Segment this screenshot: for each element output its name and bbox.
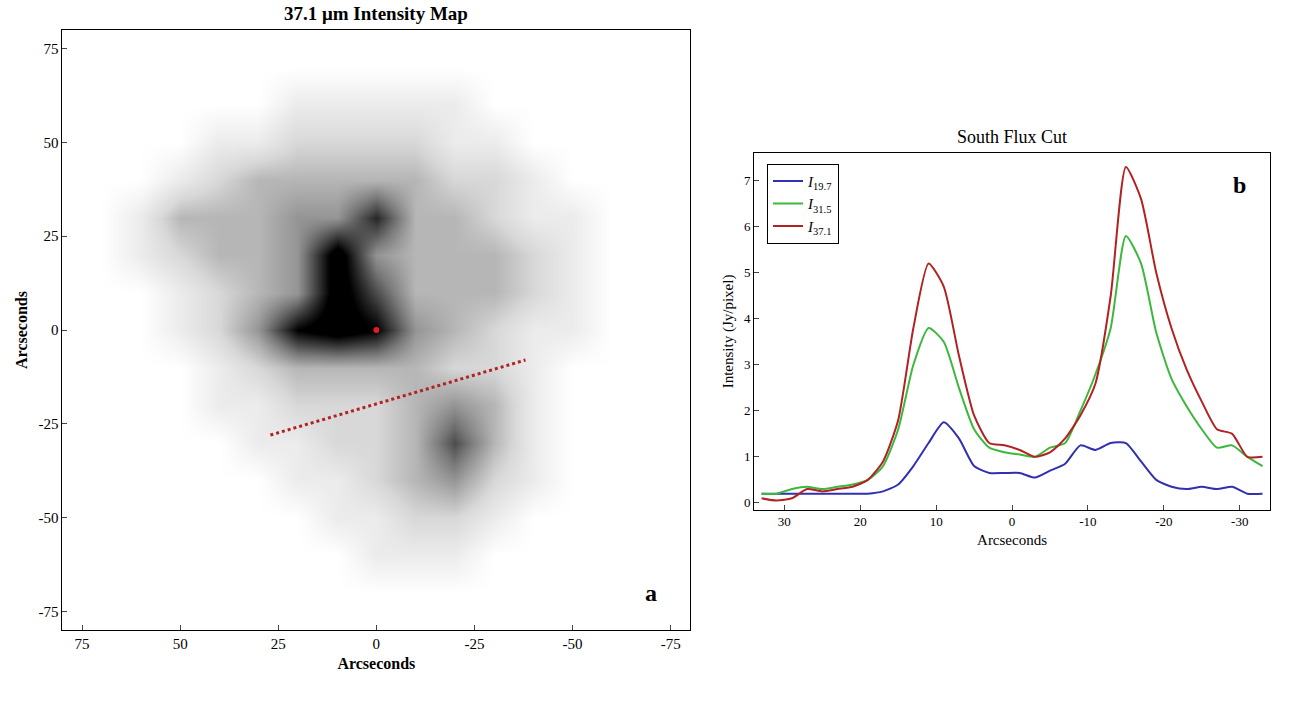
svg-text:Intensity (Jy/pixel): Intensity (Jy/pixel) xyxy=(720,275,737,389)
svg-text:-75: -75 xyxy=(38,604,58,620)
svg-text:1: 1 xyxy=(744,449,751,464)
svg-text:b: b xyxy=(1233,172,1246,198)
svg-text:Arcseconds: Arcseconds xyxy=(977,532,1047,548)
svg-text:-20: -20 xyxy=(1155,514,1172,529)
svg-text:-50: -50 xyxy=(563,636,583,652)
svg-text:-75: -75 xyxy=(661,636,681,652)
svg-text:4: 4 xyxy=(744,311,751,326)
svg-text:South Flux Cut: South Flux Cut xyxy=(957,127,1067,147)
svg-text:-30: -30 xyxy=(1231,514,1248,529)
svg-text:20: 20 xyxy=(854,514,867,529)
svg-text:6: 6 xyxy=(744,219,751,234)
svg-text:30: 30 xyxy=(778,514,791,529)
svg-text:I​31.5​: I​31.5​ xyxy=(807,196,831,214)
svg-text:-25: -25 xyxy=(38,416,58,432)
svg-text:0: 0 xyxy=(51,322,59,338)
svg-text:2: 2 xyxy=(744,403,751,418)
svg-text:37.1 μm Intensity Map: 37.1 μm Intensity Map xyxy=(284,3,468,24)
svg-text:I​19.7​: I​19.7​ xyxy=(807,174,831,192)
svg-text:-10: -10 xyxy=(1079,514,1096,529)
svg-text:5: 5 xyxy=(744,265,751,280)
svg-text:a: a xyxy=(645,580,657,606)
svg-text:-25: -25 xyxy=(464,636,484,652)
svg-text:Arcseconds: Arcseconds xyxy=(13,291,30,369)
svg-text:0: 0 xyxy=(373,636,381,652)
svg-text:0: 0 xyxy=(744,495,751,510)
svg-text:7: 7 xyxy=(744,173,751,188)
svg-text:Arcseconds: Arcseconds xyxy=(337,655,415,672)
svg-text:75: 75 xyxy=(75,636,90,652)
svg-text:75: 75 xyxy=(43,41,58,57)
svg-text:-50: -50 xyxy=(38,510,58,526)
svg-text:25: 25 xyxy=(43,228,58,244)
svg-text:25: 25 xyxy=(271,636,286,652)
svg-text:3: 3 xyxy=(744,357,751,372)
svg-text:0: 0 xyxy=(1009,514,1016,529)
svg-text:10: 10 xyxy=(930,514,943,529)
svg-text:50: 50 xyxy=(43,135,58,151)
svg-text:50: 50 xyxy=(173,636,188,652)
svg-text:I​37.1​: I​37.1​ xyxy=(807,219,831,237)
